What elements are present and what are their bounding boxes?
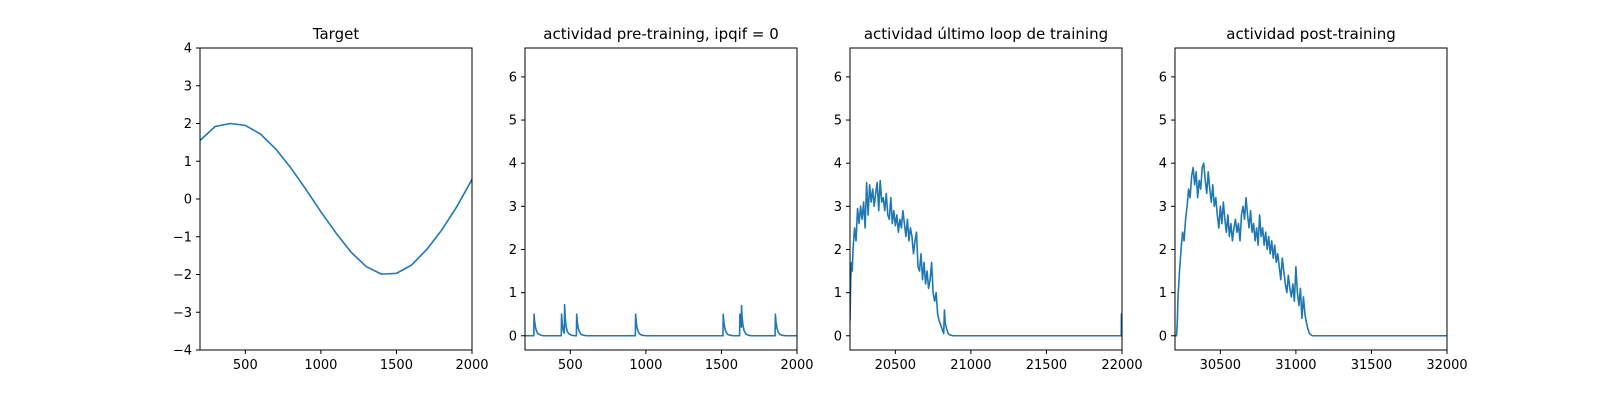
x-tick-label: 1500 bbox=[705, 358, 738, 373]
chart-panel-1: 500 1000 1500 2000 −4 −3 −2 −1 0 1 2 3 4 Target bbox=[173, 25, 489, 373]
chart-panel-2: 500 1000 1500 2000 0 1 2 3 4 5 6 actividad pre-trai… bbox=[509, 25, 814, 373]
y-tick-label: 1 bbox=[509, 286, 517, 301]
series-line-1 bbox=[200, 122, 472, 275]
chart-title: Target bbox=[312, 25, 360, 43]
x-tick-label: 30500 bbox=[1200, 358, 1241, 373]
y-tick-label: 4 bbox=[184, 42, 192, 57]
y-tick-label: 0 bbox=[834, 329, 842, 344]
y-tick-label: −1 bbox=[173, 230, 192, 245]
chart-title: actividad pre-training, ipqif = 0 bbox=[543, 25, 779, 43]
x-tick-label: 31000 bbox=[1275, 358, 1316, 373]
y-tick-label: −2 bbox=[173, 268, 192, 283]
x-tick-label: 21000 bbox=[950, 358, 991, 373]
x-tick-label: 500 bbox=[233, 358, 258, 373]
y-tick-label: 4 bbox=[834, 157, 842, 172]
y-tick-label: 2 bbox=[184, 117, 192, 132]
x-tick-label: 21500 bbox=[1026, 358, 1067, 373]
series-line-1 bbox=[525, 303, 797, 337]
x-tick-label: 2000 bbox=[780, 358, 813, 373]
chart-title: actividad post-training bbox=[1226, 25, 1395, 43]
y-tick-label: 1 bbox=[1159, 286, 1167, 301]
y-tick-label: 5 bbox=[509, 114, 517, 129]
chart-panel-3: 20500 21000 21500 22000 0 1 2 3 4 5 6 actividad últ… bbox=[834, 25, 1143, 373]
series-line-1 bbox=[1175, 162, 1447, 337]
axes-frame bbox=[524, 47, 798, 351]
x-tick-label: 20500 bbox=[875, 358, 916, 373]
y-tick-label: −4 bbox=[173, 344, 192, 359]
y-tick-label: −3 bbox=[173, 306, 192, 321]
y-tick-label: 2 bbox=[509, 243, 517, 258]
x-tick-label: 1000 bbox=[304, 358, 337, 373]
y-tick-label: 6 bbox=[1159, 70, 1167, 85]
y-tick-label: 5 bbox=[834, 114, 842, 129]
axes-frame bbox=[849, 47, 1123, 351]
y-tick-label: 1 bbox=[834, 286, 842, 301]
x-tick-label: 1500 bbox=[380, 358, 413, 373]
y-tick-label: 4 bbox=[509, 157, 517, 172]
y-tick-label: 4 bbox=[1159, 157, 1167, 172]
series-line-1 bbox=[850, 179, 1122, 337]
y-tick-label: 0 bbox=[184, 193, 192, 208]
y-tick-label: 1 bbox=[184, 155, 192, 170]
x-tick-label: 2000 bbox=[455, 358, 488, 373]
y-tick-label: 3 bbox=[184, 79, 192, 94]
x-tick-label: 1000 bbox=[629, 358, 662, 373]
x-tick-label: 500 bbox=[558, 358, 583, 373]
y-tick-label: 6 bbox=[509, 70, 517, 85]
y-tick-label: 5 bbox=[1159, 114, 1167, 129]
axes-frame bbox=[1174, 47, 1448, 351]
y-tick-label: 3 bbox=[509, 200, 517, 215]
y-tick-label: 6 bbox=[834, 70, 842, 85]
chart-panel-4: 30500 31000 31500 32000 0 1 2 3 4 5 6 actividad pos… bbox=[1159, 25, 1468, 373]
x-tick-label: 32000 bbox=[1426, 358, 1467, 373]
y-tick-label: 2 bbox=[834, 243, 842, 258]
y-tick-label: 3 bbox=[1159, 200, 1167, 215]
y-tick-label: 0 bbox=[1159, 329, 1167, 344]
x-tick-label: 31500 bbox=[1351, 358, 1392, 373]
x-tick-label: 22000 bbox=[1101, 358, 1142, 373]
y-tick-label: 2 bbox=[1159, 243, 1167, 258]
y-tick-label: 0 bbox=[509, 329, 517, 344]
chart-title: actividad último loop de training bbox=[864, 25, 1108, 43]
y-tick-label: 3 bbox=[834, 200, 842, 215]
